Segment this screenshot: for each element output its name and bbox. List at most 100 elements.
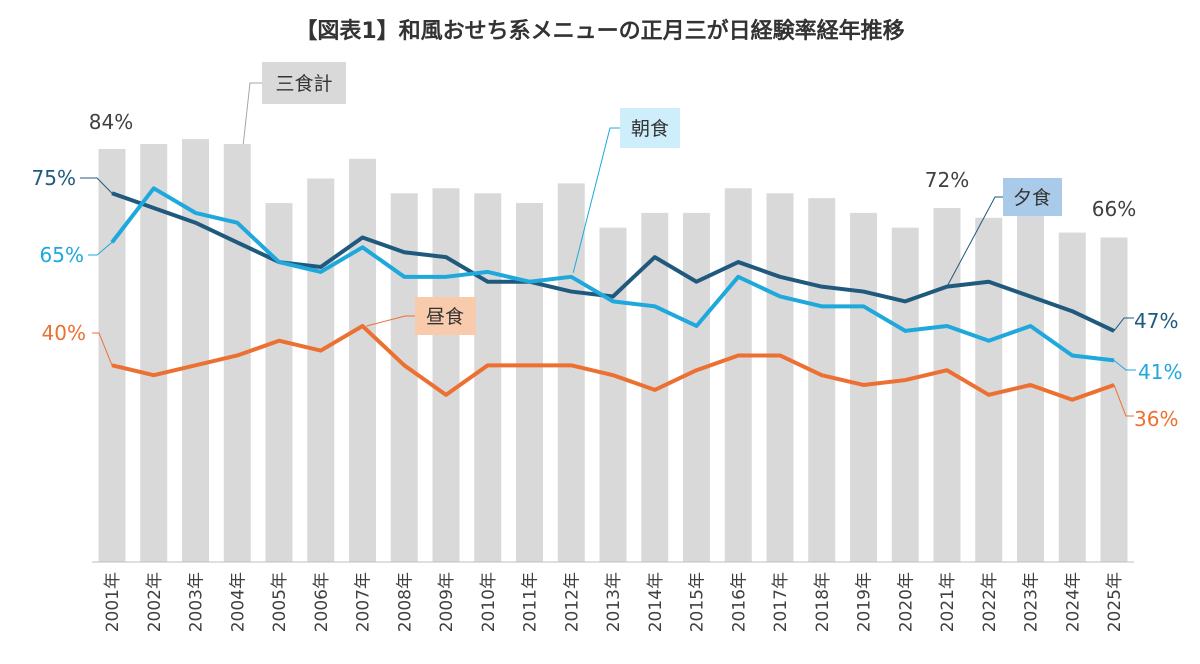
point-昼食 [1030, 384, 1031, 386]
point-朝食 [654, 305, 656, 307]
x-tick-label: 2008年 [395, 572, 415, 632]
point-朝食 [863, 305, 864, 307]
point-昼食 [529, 364, 530, 366]
bar-2013年 [599, 227, 627, 563]
x-tick-label: 2004年 [228, 572, 248, 632]
point-昼食 [403, 364, 405, 366]
x-tick-label: 2005年 [270, 572, 290, 632]
point-昼食 [570, 364, 572, 366]
point-昼食 [696, 369, 697, 371]
bar-2020年 [891, 227, 919, 563]
point-夕食 [612, 295, 614, 297]
bar-2012年 [557, 183, 585, 563]
bar-2006年 [307, 178, 335, 562]
x-tick-label: 2018年 [813, 572, 833, 632]
x-tick-label: 2017年 [771, 572, 791, 632]
breakfast-label-2001: 65% [40, 243, 84, 267]
point-朝食 [946, 325, 948, 327]
point-夕食 [570, 291, 572, 293]
bar-2018年 [808, 198, 836, 562]
point-昼食 [1071, 399, 1073, 401]
callout-lunch: 昼食 [426, 306, 464, 328]
point-昼食 [195, 364, 196, 366]
x-tick-label: 2024年 [1063, 572, 1083, 632]
bar-label-2025: 66% [1092, 197, 1136, 221]
dinner-label-2025: 47% [1134, 309, 1178, 333]
point-朝食 [904, 330, 906, 332]
leader-breakfast [572, 127, 620, 273]
x-tick-label: 2013年 [604, 572, 624, 632]
point-朝食 [696, 325, 697, 327]
bar-2003年 [182, 139, 209, 562]
point-朝食 [111, 241, 113, 243]
leader-breakfast-first [88, 242, 113, 256]
point-昼食 [153, 374, 155, 376]
point-夕食 [1113, 330, 1115, 332]
leader-breakfast-last [1113, 360, 1136, 371]
point-朝食 [529, 281, 530, 283]
point-昼食 [111, 364, 113, 366]
lunch-label-2001: 40% [42, 321, 86, 345]
bar-2010年 [474, 193, 502, 562]
point-夕食 [403, 251, 405, 253]
point-朝食 [153, 187, 155, 189]
point-夕食 [696, 281, 697, 283]
point-昼食 [236, 354, 238, 356]
leader-dinner-first [80, 177, 113, 194]
x-tick-label: 2001年 [103, 572, 123, 632]
point-朝食 [278, 261, 280, 263]
bar-2009年 [432, 188, 460, 563]
point-夕食 [863, 291, 864, 293]
x-tick-label: 2012年 [562, 572, 582, 632]
point-朝食 [737, 276, 739, 278]
point-昼食 [362, 325, 363, 327]
x-tick-label: 2003年 [187, 572, 207, 632]
leader-total [242, 82, 262, 145]
point-朝食 [1071, 354, 1073, 356]
x-tick-label: 2025年 [1105, 572, 1125, 632]
bar-2021年 [933, 207, 961, 562]
point-昼食 [904, 379, 906, 381]
x-tick-label: 2016年 [729, 572, 749, 632]
point-夕食 [320, 266, 322, 268]
point-夕食 [1071, 310, 1073, 312]
bar-2007年 [349, 158, 376, 562]
point-昼食 [863, 384, 864, 386]
bar-label-2001: 84% [89, 110, 133, 134]
lunch-label-2025: 36% [1134, 407, 1178, 431]
point-朝食 [612, 300, 614, 302]
point-昼食 [612, 374, 614, 376]
point-夕食 [988, 281, 990, 283]
x-tick-label: 2014年 [646, 572, 666, 632]
point-夕食 [236, 241, 238, 243]
bar-2025年 [1100, 237, 1128, 562]
x-tick-label: 2019年 [855, 572, 875, 632]
x-tick-label: 2021年 [938, 572, 958, 632]
point-昼食 [278, 340, 280, 342]
x-tick-label: 2015年 [688, 572, 708, 632]
leader-dinner [946, 196, 1003, 287]
point-昼食 [946, 369, 948, 371]
point-夕食 [111, 192, 113, 194]
point-夕食 [1030, 295, 1031, 297]
point-夕食 [779, 276, 781, 278]
point-夕食 [904, 300, 906, 302]
point-夕食 [195, 222, 196, 224]
point-夕食 [821, 286, 823, 288]
bar-2015年 [683, 212, 710, 562]
point-朝食 [445, 276, 447, 278]
point-朝食 [570, 276, 572, 278]
point-朝食 [236, 222, 238, 224]
callout-total-box [262, 62, 346, 104]
point-昼食 [654, 389, 656, 391]
point-朝食 [403, 276, 405, 278]
point-朝食 [988, 340, 990, 342]
bar-2011年 [516, 203, 543, 562]
dinner-label-2001: 75% [32, 166, 76, 190]
callout-lunch-box [415, 297, 476, 335]
bar-2016年 [724, 188, 752, 563]
callout-dinner: 夕食 [1013, 187, 1051, 209]
x-tick-label: 2007年 [354, 572, 374, 632]
point-夕食 [487, 281, 489, 283]
